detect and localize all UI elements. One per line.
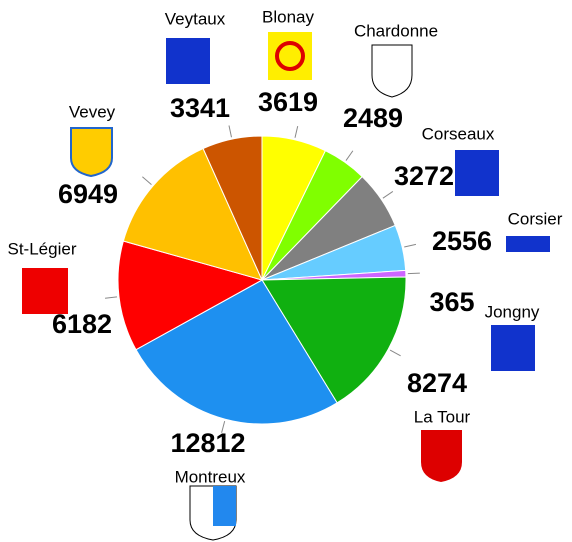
crest [268, 32, 312, 80]
leader-line [104, 296, 118, 299]
leader-line [294, 125, 299, 138]
leader-line [142, 176, 152, 185]
leader-line [404, 243, 417, 248]
leader-line [407, 272, 420, 275]
crest [455, 150, 499, 196]
value-label: 8274 [407, 368, 467, 398]
slice-name: Veytaux [165, 9, 226, 28]
crest [506, 236, 550, 252]
crest [491, 325, 535, 371]
value-label: 2489 [343, 103, 403, 133]
slice-name: Vevey [69, 102, 116, 121]
crest [70, 127, 113, 178]
value-label: 6182 [52, 309, 112, 339]
leader-line [228, 125, 232, 138]
crests [22, 32, 550, 541]
slice-name: St-Légier [8, 239, 77, 258]
pie-slice [122, 147, 263, 281]
leader-line [389, 349, 401, 357]
value-label: 6949 [58, 179, 118, 209]
crest [166, 38, 210, 84]
slice-name: Corsier [508, 209, 563, 228]
crest [371, 44, 413, 98]
crest [421, 430, 462, 482]
slice-name: Corseaux [422, 124, 495, 143]
pie-slice [117, 240, 264, 351]
value-label: 2556 [432, 226, 492, 256]
value-label: 3272 [394, 161, 454, 191]
slice-name: Montreux [175, 467, 246, 486]
pie-slice [202, 135, 263, 281]
value-label: 12812 [170, 428, 245, 458]
crest [275, 41, 305, 71]
crest [213, 486, 236, 526]
pie-slice [261, 276, 407, 404]
pie-slice [135, 279, 338, 425]
value-label: 3619 [258, 87, 318, 117]
slice-name: Chardonne [354, 21, 438, 40]
slice-name: La Tour [414, 407, 471, 426]
slice-name: Jongny [485, 302, 540, 321]
leader-line [382, 191, 394, 199]
crest [22, 268, 68, 314]
leader-line [221, 421, 226, 433]
leader-line [345, 150, 354, 161]
value-label: 365 [429, 287, 474, 317]
value-label: 3341 [170, 93, 230, 123]
slice-name: Blonay [262, 7, 314, 26]
